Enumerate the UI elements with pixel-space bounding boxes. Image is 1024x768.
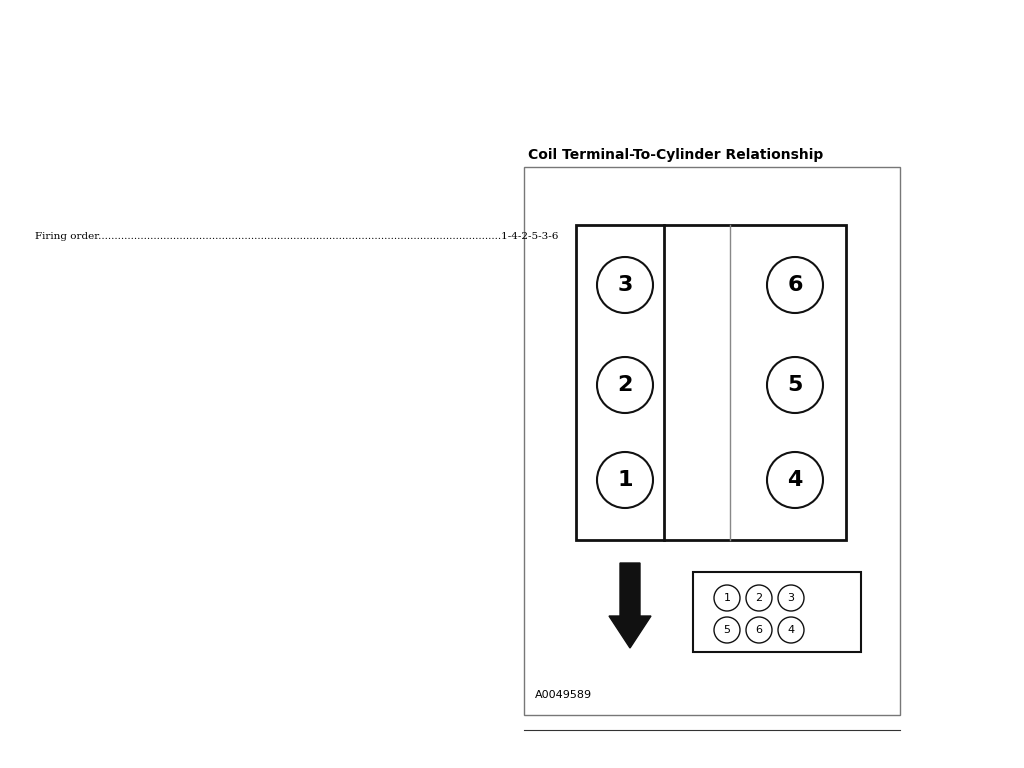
Bar [524, 167, 900, 715]
Text: 2: 2 [756, 593, 763, 603]
Text: 1: 1 [724, 593, 730, 603]
Text: 3: 3 [787, 593, 795, 603]
Ellipse shape [767, 357, 823, 413]
Ellipse shape [778, 585, 804, 611]
Bar [575, 225, 846, 540]
Ellipse shape [746, 617, 772, 643]
Text: 5: 5 [724, 625, 730, 635]
Ellipse shape [597, 357, 653, 413]
Text: 2: 2 [617, 375, 633, 395]
Ellipse shape [778, 617, 804, 643]
Text: 3: 3 [617, 275, 633, 295]
Ellipse shape [767, 452, 823, 508]
Text: 6: 6 [787, 275, 803, 295]
Ellipse shape [714, 585, 740, 611]
Text: 4: 4 [787, 470, 803, 490]
Text: Coil Terminal-To-Cylinder Relationship: Coil Terminal-To-Cylinder Relationship [528, 148, 823, 162]
Text: 6: 6 [756, 625, 763, 635]
Ellipse shape [714, 617, 740, 643]
Text: Firing order....................................................................: Firing order............................… [35, 232, 558, 241]
Bar [693, 572, 861, 652]
Ellipse shape [597, 452, 653, 508]
Text: 4: 4 [787, 625, 795, 635]
Text: A0049589: A0049589 [535, 690, 592, 700]
Ellipse shape [746, 585, 772, 611]
Polygon shape [609, 563, 651, 648]
Ellipse shape [597, 257, 653, 313]
Ellipse shape [767, 257, 823, 313]
Text: 5: 5 [787, 375, 803, 395]
Text: 1: 1 [617, 470, 633, 490]
